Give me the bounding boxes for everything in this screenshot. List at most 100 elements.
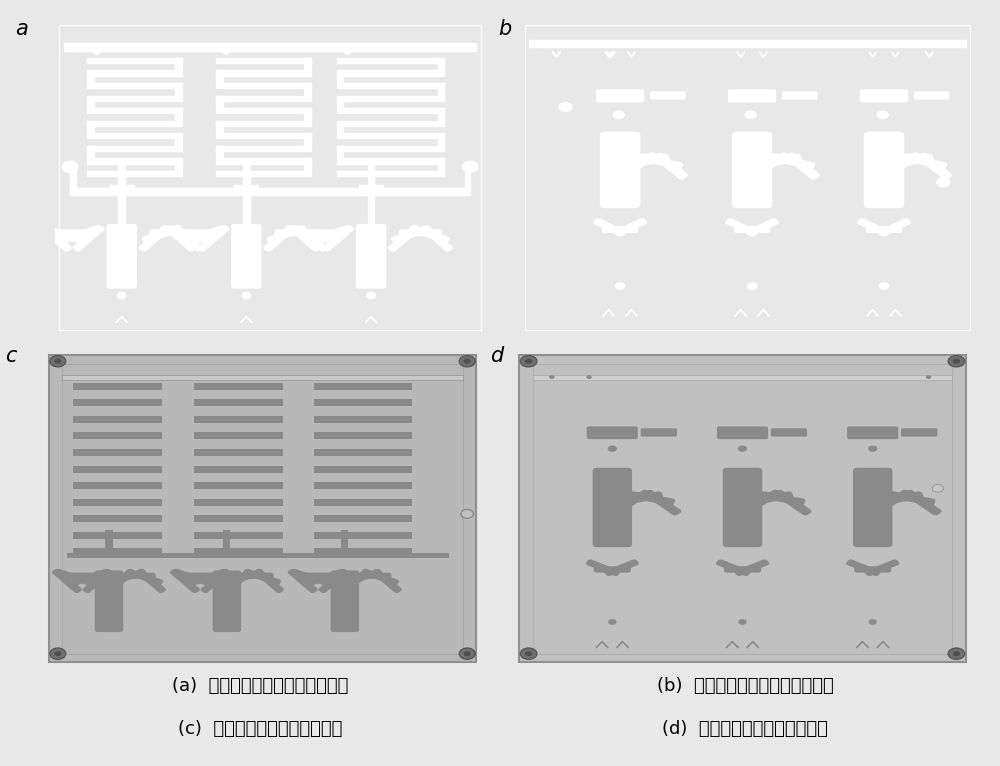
Circle shape	[549, 375, 555, 379]
Bar	[73, 499, 162, 506]
FancyBboxPatch shape	[716, 559, 751, 576]
FancyBboxPatch shape	[914, 91, 950, 100]
FancyBboxPatch shape	[341, 568, 371, 593]
FancyBboxPatch shape	[865, 559, 899, 576]
FancyBboxPatch shape	[231, 224, 262, 289]
Bar	[194, 515, 283, 522]
FancyBboxPatch shape	[641, 428, 677, 437]
Bar	[243, 195, 250, 233]
Circle shape	[613, 111, 624, 119]
FancyBboxPatch shape	[82, 568, 113, 593]
Bar	[304, 108, 311, 121]
Bar	[314, 548, 412, 555]
FancyBboxPatch shape	[296, 225, 329, 252]
Text: c: c	[5, 346, 16, 366]
Circle shape	[608, 619, 616, 625]
FancyBboxPatch shape	[771, 428, 807, 437]
Circle shape	[559, 103, 572, 112]
FancyBboxPatch shape	[284, 225, 325, 244]
FancyBboxPatch shape	[854, 566, 891, 573]
Bar	[438, 133, 444, 146]
FancyBboxPatch shape	[617, 491, 663, 506]
FancyBboxPatch shape	[734, 226, 770, 233]
Circle shape	[464, 358, 471, 364]
Circle shape	[868, 446, 877, 452]
FancyBboxPatch shape	[116, 573, 156, 579]
Bar	[374, 188, 463, 192]
Circle shape	[50, 648, 66, 660]
Bar	[223, 530, 230, 552]
Bar	[337, 70, 444, 76]
Bar	[359, 185, 383, 188]
FancyBboxPatch shape	[625, 154, 670, 169]
FancyBboxPatch shape	[902, 153, 947, 170]
FancyBboxPatch shape	[106, 224, 137, 289]
FancyBboxPatch shape	[602, 226, 638, 233]
FancyBboxPatch shape	[586, 559, 620, 576]
FancyBboxPatch shape	[751, 152, 790, 176]
FancyBboxPatch shape	[105, 568, 136, 593]
Text: (a)  多元体积柱芯片上层掩模图案: (a) 多元体积柱芯片上层掩模图案	[172, 676, 348, 695]
Bar	[175, 58, 182, 70]
Bar	[118, 195, 125, 233]
Bar	[216, 121, 311, 126]
Circle shape	[586, 375, 592, 379]
Circle shape	[953, 358, 960, 364]
Circle shape	[459, 648, 475, 660]
FancyBboxPatch shape	[785, 152, 820, 180]
FancyBboxPatch shape	[292, 225, 333, 244]
Bar	[87, 58, 182, 63]
Bar	[216, 159, 311, 164]
FancyBboxPatch shape	[614, 218, 647, 237]
FancyBboxPatch shape	[723, 468, 762, 547]
Bar	[70, 188, 118, 192]
FancyBboxPatch shape	[310, 225, 351, 244]
FancyBboxPatch shape	[171, 225, 204, 252]
Bar	[118, 163, 125, 188]
Bar	[438, 83, 444, 96]
Bar	[337, 108, 444, 113]
FancyBboxPatch shape	[72, 225, 105, 252]
Bar	[314, 416, 412, 423]
FancyBboxPatch shape	[860, 89, 908, 103]
FancyBboxPatch shape	[853, 468, 892, 547]
Bar	[64, 43, 476, 51]
Bar	[73, 416, 162, 423]
FancyBboxPatch shape	[759, 491, 805, 506]
FancyBboxPatch shape	[352, 573, 392, 579]
FancyBboxPatch shape	[51, 229, 94, 236]
FancyBboxPatch shape	[164, 225, 197, 252]
Bar	[337, 70, 343, 83]
FancyBboxPatch shape	[732, 132, 772, 208]
FancyBboxPatch shape	[108, 569, 146, 585]
Bar	[337, 146, 444, 151]
Bar	[175, 133, 182, 146]
Bar	[87, 96, 182, 101]
FancyBboxPatch shape	[136, 568, 166, 593]
FancyBboxPatch shape	[289, 225, 321, 252]
FancyBboxPatch shape	[888, 154, 934, 169]
FancyBboxPatch shape	[639, 153, 683, 170]
Circle shape	[520, 648, 537, 660]
Bar	[175, 83, 182, 96]
Bar	[337, 133, 444, 139]
Text: a: a	[15, 19, 28, 39]
Circle shape	[932, 485, 943, 493]
Circle shape	[948, 648, 965, 660]
Bar	[314, 499, 412, 506]
Bar	[314, 466, 412, 473]
FancyBboxPatch shape	[141, 225, 183, 244]
FancyBboxPatch shape	[724, 566, 761, 573]
FancyBboxPatch shape	[170, 568, 200, 593]
FancyBboxPatch shape	[587, 427, 638, 439]
FancyBboxPatch shape	[611, 489, 651, 514]
Text: d: d	[490, 346, 503, 366]
Bar	[73, 466, 162, 473]
Bar	[87, 83, 182, 88]
Bar	[438, 58, 444, 70]
Bar	[87, 133, 182, 139]
Circle shape	[459, 355, 475, 367]
Bar	[87, 171, 182, 176]
Bar	[337, 159, 444, 164]
FancyBboxPatch shape	[770, 153, 815, 170]
